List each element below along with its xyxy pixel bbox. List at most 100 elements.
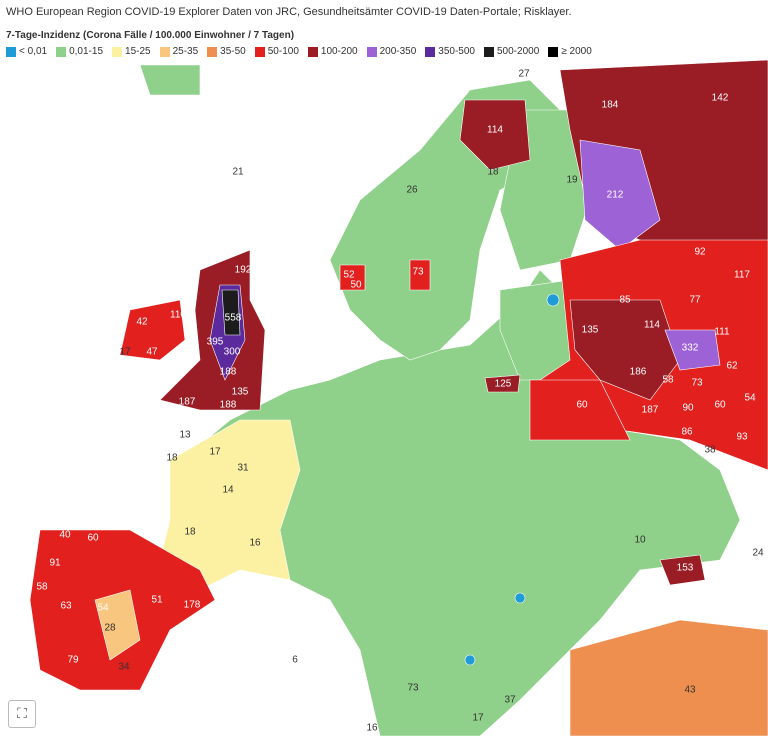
legend-item: ≥ 2000 bbox=[548, 46, 592, 57]
region-label: 117 bbox=[734, 270, 750, 281]
legend-label: 500-2000 bbox=[497, 46, 540, 57]
region-label: 60 bbox=[714, 400, 726, 411]
region-label: 184 bbox=[602, 100, 619, 111]
region-label: 17 bbox=[119, 347, 131, 358]
region-label: 73 bbox=[691, 378, 703, 389]
legend-swatch bbox=[112, 46, 123, 57]
region-label: 114 bbox=[644, 320, 660, 331]
region-label: 186 bbox=[630, 367, 647, 378]
region-label: 62 bbox=[726, 361, 738, 372]
region-label: 77 bbox=[689, 295, 701, 306]
legend-item: 0,01-15 bbox=[56, 46, 103, 57]
region-label: 212 bbox=[607, 190, 624, 201]
region-label: 178 bbox=[184, 600, 201, 611]
legend-swatch bbox=[548, 46, 559, 57]
region-label: 86 bbox=[681, 427, 693, 438]
region-label: 395 bbox=[207, 337, 224, 348]
region-label: 37 bbox=[504, 695, 516, 706]
region-label: 31 bbox=[237, 463, 249, 474]
region-label: 54 bbox=[744, 393, 756, 404]
legend-label: 100-200 bbox=[320, 46, 358, 57]
region-label: 19 bbox=[566, 175, 578, 186]
kaliningrad bbox=[484, 374, 521, 393]
region-label: 26 bbox=[406, 185, 418, 196]
legend: < 0,01 0,01-15 15-25 25-35 35-50 50-100 100-20… bbox=[6, 46, 592, 57]
legend-swatch bbox=[425, 46, 436, 57]
legend-swatch bbox=[207, 46, 218, 57]
region-label: 91 bbox=[49, 558, 61, 569]
region-label: 63 bbox=[60, 601, 72, 612]
iceland bbox=[139, 64, 201, 96]
region-label: 135 bbox=[232, 387, 249, 398]
ukraine bbox=[529, 379, 631, 441]
legend-swatch bbox=[484, 46, 494, 57]
legend-swatch bbox=[254, 46, 265, 57]
region-label: 110 bbox=[170, 310, 186, 321]
legend-label: 25-35 bbox=[172, 46, 199, 57]
source-header: WHO European Region COVID-19 Explorer Da… bbox=[6, 6, 572, 18]
region-label: 42 bbox=[136, 317, 148, 328]
region-label: 60 bbox=[576, 400, 588, 411]
region-label: 332 bbox=[682, 343, 699, 354]
legend-item: 15-25 bbox=[112, 46, 151, 57]
region-label: 24 bbox=[752, 548, 764, 559]
region-label: 16 bbox=[249, 538, 261, 549]
regions bbox=[29, 59, 768, 736]
region-label: 135 bbox=[582, 325, 599, 336]
legend-swatch bbox=[366, 46, 377, 57]
legend-item: 350-500 bbox=[425, 46, 475, 57]
iberia-center bbox=[94, 589, 141, 661]
region-label: 187 bbox=[179, 397, 196, 408]
region-label: 125 bbox=[495, 379, 512, 390]
region-label: 27 bbox=[518, 69, 530, 80]
region-label: 73 bbox=[407, 683, 419, 694]
region-label: 192 bbox=[235, 265, 252, 276]
region-label: 142 bbox=[712, 93, 729, 104]
region-label: 79 bbox=[67, 655, 79, 666]
region-label: 18 bbox=[487, 167, 499, 178]
region-label: 17 bbox=[209, 447, 221, 458]
region-label: 34 bbox=[118, 662, 130, 673]
legend-item: 500-2000 bbox=[484, 46, 539, 57]
legend-label: 50-100 bbox=[267, 46, 299, 57]
region-label: 16 bbox=[366, 723, 378, 734]
region-label: 153 bbox=[677, 563, 694, 574]
legend-item: < 0,01 bbox=[6, 46, 47, 57]
region-label: 188 bbox=[220, 400, 237, 411]
legend-item: 100-200 bbox=[307, 46, 358, 57]
region-label: 17 bbox=[472, 713, 484, 724]
region-label: 14 bbox=[222, 485, 234, 496]
legend-swatch bbox=[6, 46, 16, 57]
region-label: 111 bbox=[714, 327, 730, 338]
region-label: 18 bbox=[166, 453, 178, 464]
moscow bbox=[579, 139, 661, 251]
legend-title: 7-Tage-Inzidenz (Corona Fälle / 100.000 … bbox=[6, 30, 295, 41]
legend-label: 200-350 bbox=[379, 46, 417, 57]
zero-region bbox=[514, 592, 526, 604]
region-label: 558 bbox=[225, 313, 242, 324]
legend-label: ≥ 2000 bbox=[561, 46, 592, 57]
region-label: 43 bbox=[684, 685, 696, 696]
region-label: 114 bbox=[487, 125, 503, 136]
kursk bbox=[664, 329, 721, 371]
legend-swatch bbox=[56, 46, 67, 57]
fullscreen-button[interactable]: ⛶ bbox=[8, 700, 36, 728]
london bbox=[221, 289, 241, 336]
legend-item: 200-350 bbox=[366, 46, 417, 57]
region-label: 50 bbox=[350, 280, 362, 291]
region-label: 13 bbox=[179, 430, 191, 441]
legend-label: 15-25 bbox=[125, 46, 151, 57]
norway-west bbox=[339, 264, 366, 291]
region-label: 58 bbox=[36, 582, 48, 593]
region-label: 38 bbox=[704, 445, 716, 456]
region-label: 21 bbox=[232, 167, 244, 178]
region-label: 6 bbox=[292, 655, 298, 666]
turkey bbox=[569, 619, 768, 736]
zero-region bbox=[464, 654, 476, 666]
region-label: 92 bbox=[694, 247, 706, 258]
region-label: 85 bbox=[619, 295, 631, 306]
region-label: 93 bbox=[736, 432, 748, 443]
